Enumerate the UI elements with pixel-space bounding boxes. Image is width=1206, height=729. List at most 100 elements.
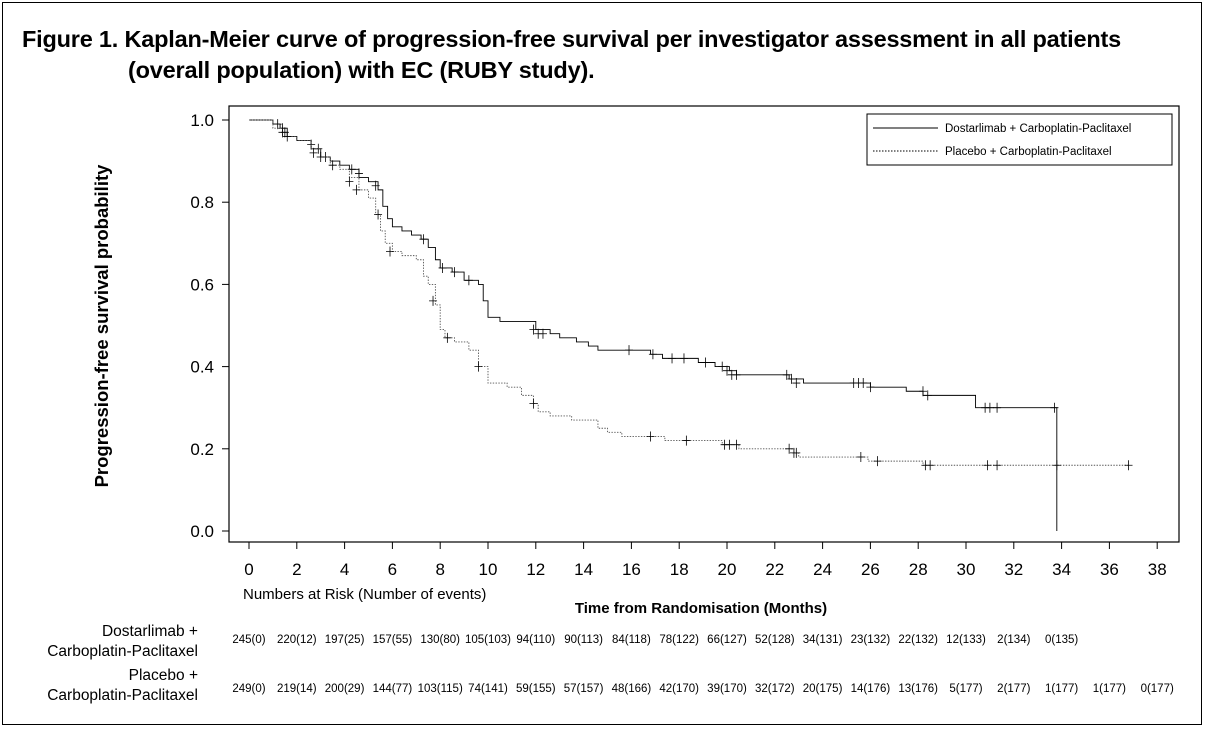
risk-value: 0(135) [1045, 634, 1078, 646]
censor-mark [529, 324, 538, 335]
censor-mark [1050, 402, 1059, 413]
risk-value: 12(133) [946, 634, 986, 646]
risk-table-caption: Numbers at Risk (Number of events) [243, 586, 487, 603]
censor-mark [283, 131, 292, 142]
curves [249, 119, 1133, 531]
risk-value: 74(141) [468, 683, 508, 695]
censor-mark [1052, 460, 1061, 471]
risk-value: 5(177) [949, 683, 982, 695]
censor-mark [866, 382, 875, 393]
risk-value: 34(131) [803, 634, 843, 646]
censor-mark [273, 119, 282, 130]
x-tick-label: 30 [957, 560, 976, 579]
y-tick-label: 1.0 [190, 111, 214, 130]
y-axis-label: Progression-free survival probability [91, 164, 112, 488]
risk-value: 1(177) [1093, 683, 1126, 695]
censor-mark [856, 452, 865, 463]
censor-mark [352, 184, 361, 195]
risk-table: 245(0) 220(12) 197(25) 157(55) 130(80) 105(10… [232, 634, 1174, 695]
x-tick-label: 12 [526, 560, 545, 579]
risk-value: 103(115) [418, 683, 463, 695]
x-tick-label: 20 [718, 560, 737, 579]
x-tick-label: 14 [574, 560, 593, 579]
x-axis: 0 2 4 6 8 10 12 14 16 18 20 22 24 26 28 30 32 34 36 38 [244, 542, 1167, 579]
x-tick-label: 28 [909, 560, 928, 579]
risk-value: 84(118) [612, 634, 651, 646]
risk-value: 66(127) [707, 634, 747, 646]
legend: Dostarlimab + Carboplatin-Paclitaxel Pla… [866, 113, 1173, 166]
risk-value: 157(55) [373, 634, 413, 646]
censor-mark [792, 378, 801, 389]
censor-mark [646, 431, 655, 442]
censor-mark [443, 332, 452, 343]
censor-mark [918, 386, 927, 397]
risk-value: 249(0) [232, 683, 265, 695]
censor-mark [732, 369, 741, 380]
x-tick-label: 6 [388, 560, 397, 579]
x-tick-label: 18 [670, 560, 689, 579]
x-axis-label: Time from Randomisation (Months) [575, 600, 827, 617]
censor-mark [464, 275, 473, 286]
censor-mark [529, 398, 538, 409]
risk-value: 0(177) [1141, 683, 1174, 695]
censor-mark [438, 262, 447, 273]
y-tick-label: 0.6 [190, 275, 214, 294]
x-tick-label: 10 [479, 560, 498, 579]
censor-mark [718, 361, 727, 372]
censor-mark [785, 443, 794, 454]
censor-mark [625, 345, 634, 356]
x-tick-label: 0 [244, 560, 253, 579]
censor-mark [419, 234, 428, 245]
censor-mark [386, 246, 395, 257]
risk-value: 94(110) [516, 634, 555, 646]
x-tick-label: 34 [1052, 560, 1071, 579]
risk-value: 220(12) [277, 634, 317, 646]
censor-mark [429, 295, 438, 306]
censor-mark [873, 456, 882, 467]
y-tick-label: 0.4 [190, 358, 214, 377]
censor-mark [923, 390, 932, 401]
risk-value: 2(177) [997, 683, 1030, 695]
y-tick-label: 0.2 [190, 440, 214, 459]
censor-mark [792, 447, 801, 458]
risk-row-label-placebo: Placebo + Carboplatin-Paclitaxel [0, 666, 198, 706]
risk-value: 32(172) [755, 683, 795, 695]
y-tick-label: 0.8 [190, 193, 214, 212]
risk-label-line: Carboplatin-Paclitaxel [47, 643, 198, 660]
x-tick-label: 4 [340, 560, 349, 579]
censor-mark [316, 151, 325, 162]
risk-label-line: Dostarlimab + [101, 623, 198, 640]
censor-mark [682, 435, 691, 446]
censor-mark [328, 160, 337, 171]
censor-mark [701, 357, 710, 368]
x-tick-label: 22 [765, 560, 784, 579]
x-tick-label: 16 [622, 560, 641, 579]
censor-mark [474, 361, 483, 372]
title-line-2: (overall population) with EC (RUBY study… [128, 57, 595, 83]
censor-mark [450, 267, 459, 278]
risk-value: 13(176) [898, 683, 938, 695]
censor-mark [926, 460, 935, 471]
risk-value: 219(14) [277, 683, 317, 695]
risk-value: 2(134) [997, 634, 1030, 646]
plot-area-border [228, 105, 1180, 543]
censor-mark [354, 168, 363, 179]
legend-label-dostarlimab: Dostarlimab + Carboplatin-Paclitaxel [945, 123, 1131, 135]
y-axis: 0.0 0.2 0.4 0.6 0.8 1.0 [190, 111, 229, 541]
risk-value: 105(103) [465, 634, 511, 646]
legend-box [866, 113, 1173, 166]
censor-mark [787, 373, 796, 384]
risk-value: 23(132) [851, 634, 891, 646]
risk-value: 39(170) [707, 683, 747, 695]
risk-value: 59(155) [516, 683, 556, 695]
x-tick-label: 24 [813, 560, 832, 579]
risk-value: 42(170) [659, 683, 699, 695]
censor-mark [538, 328, 547, 339]
censor-mark [725, 439, 734, 450]
censor-mark [859, 378, 868, 389]
risk-value: 1(177) [1045, 683, 1078, 695]
risk-row-label-dostarlimab: Dostarlimab + Carboplatin-Paclitaxel [0, 622, 198, 662]
title-line-1: Figure 1. Kaplan-Meier curve of progress… [22, 26, 1122, 52]
risk-value: 52(128) [755, 634, 795, 646]
risk-value: 48(166) [612, 683, 652, 695]
